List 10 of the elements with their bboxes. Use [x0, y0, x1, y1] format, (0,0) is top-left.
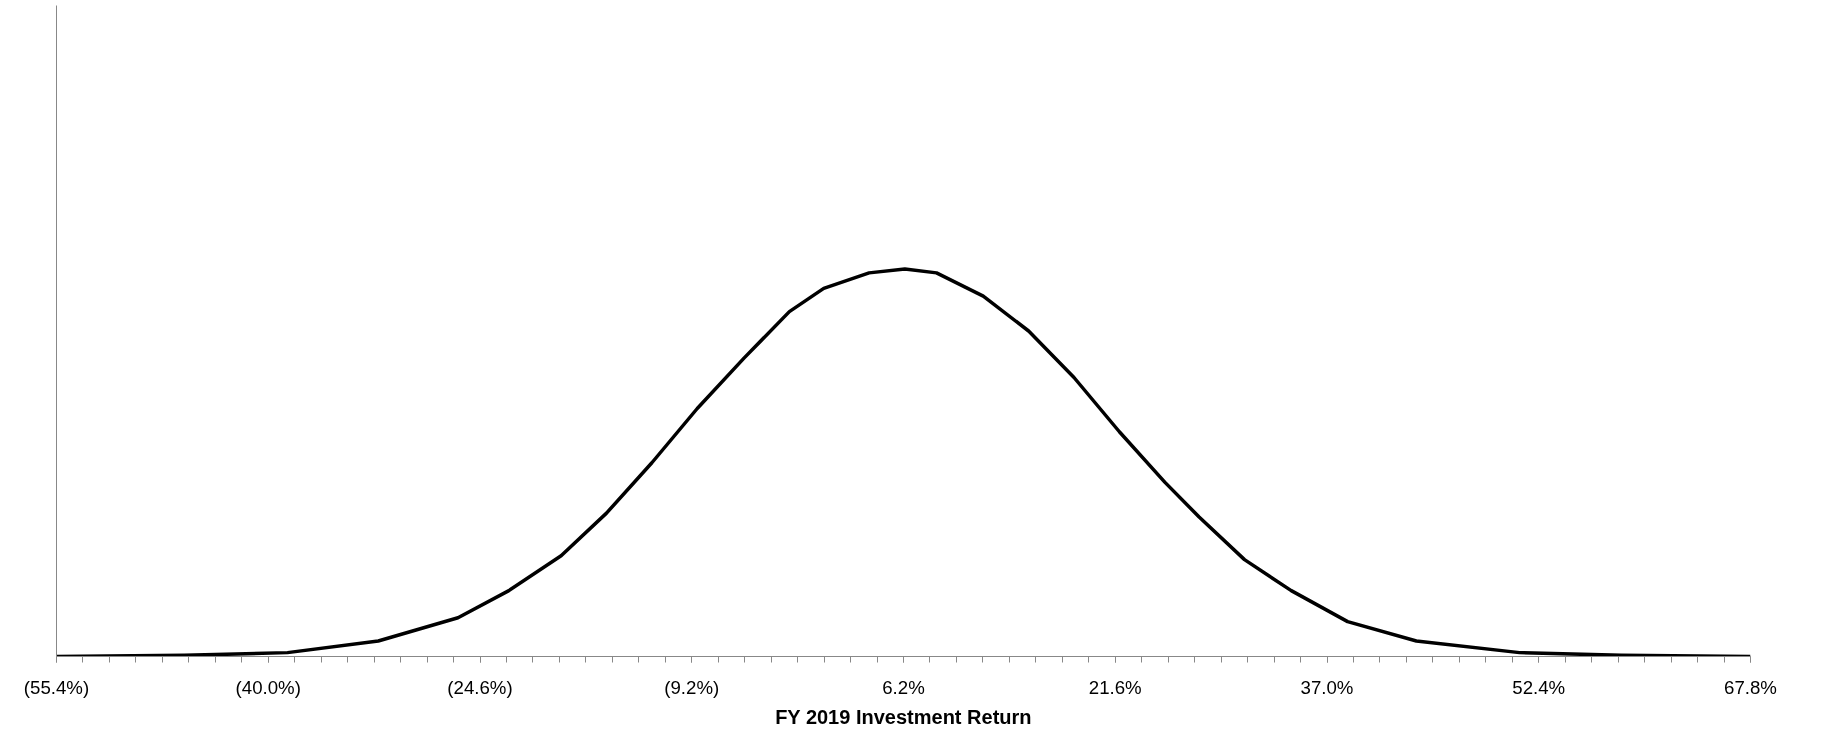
x-tick-label: 21.6% — [1088, 676, 1142, 698]
x-axis-title: FY 2019 Investment Return — [775, 705, 1032, 728]
x-tick-label: (55.4%) — [23, 676, 90, 698]
x-tick-label: (9.2%) — [664, 676, 720, 698]
x-tick-label: (40.0%) — [235, 676, 301, 698]
x-tick-label: 6.2% — [882, 676, 925, 698]
x-tick-label: 37.0% — [1300, 676, 1354, 698]
x-tick-label: 67.8% — [1724, 676, 1777, 698]
x-tick-label: 52.4% — [1512, 676, 1566, 698]
x-tick-label: (24.6%) — [447, 676, 513, 698]
